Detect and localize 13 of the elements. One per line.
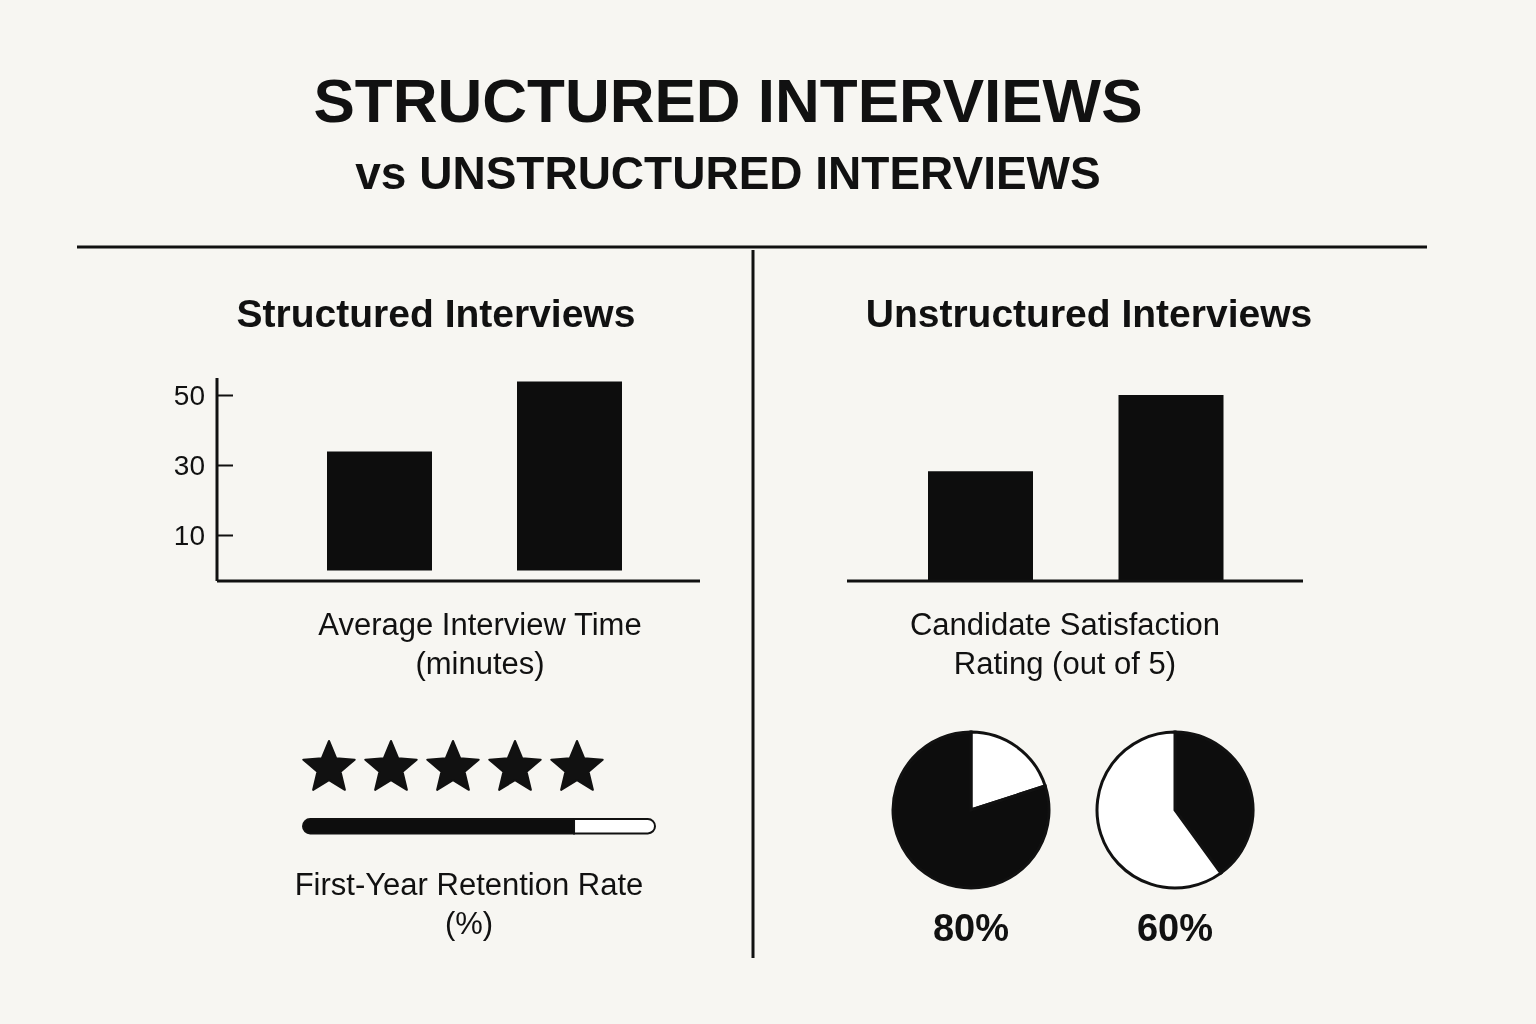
text: STRUCTURED INTERVIEWS (313, 66, 1143, 135)
x-axis-title: First-Year Retention Rate (%) (294, 867, 644, 941)
data-label: 60% (1136, 907, 1214, 949)
chart-title: Structured Interviews (236, 292, 636, 335)
pie-slice (891, 730, 1051, 890)
text: vs UNSTRUCTURED INTERVIEWS (355, 147, 1101, 199)
y-tick-label: 10 (173, 520, 205, 551)
y-tick-label: 30 (173, 450, 205, 481)
data-label: 80% (932, 907, 1010, 949)
x-axis-title: Candidate Satisfaction Rating (out of 5) (909, 607, 1221, 681)
chart-title: Unstructured Interviews (865, 292, 1313, 335)
x-axis-title: Average Interview Time (minutes) (318, 607, 642, 681)
y-tick-label: 50 (173, 380, 205, 411)
